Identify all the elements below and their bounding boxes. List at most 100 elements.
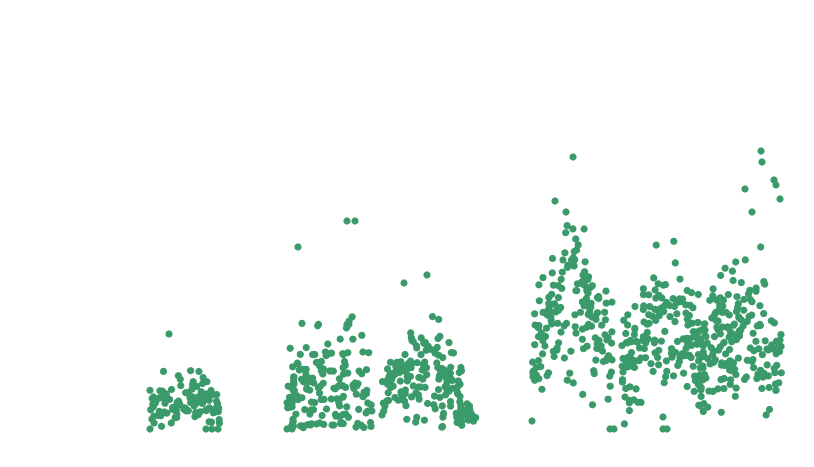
data-point [729,276,737,285]
data-point [539,274,547,282]
data-point [420,416,428,424]
data-point [439,354,447,362]
data-point [764,346,772,354]
data-point [314,322,322,330]
data-point-outlier [619,368,627,376]
data-point [772,350,780,358]
data-point [290,386,298,395]
data-point [288,420,297,428]
data-point [559,256,567,264]
data-point [730,321,738,329]
data-point [286,344,294,352]
data-point [443,386,451,394]
data-point [768,341,776,349]
data-point [734,354,743,362]
data-point [541,342,549,350]
data-point [697,386,705,394]
data-point [549,347,558,355]
data-point-outlier [165,330,173,338]
data-point [407,329,415,337]
data-point [339,350,347,358]
data-point [378,378,387,386]
data-point [670,237,678,245]
data-point [704,403,712,411]
data-point [758,384,766,393]
data-point [651,336,659,344]
data-point [358,331,366,339]
data-point [623,339,632,347]
data-point [720,374,728,383]
data-point [532,364,540,372]
data-point [438,423,446,431]
data-point-outlier [288,425,296,433]
data-point [741,256,749,264]
data-point-outlier [757,147,765,155]
data-point [752,337,760,345]
data-point [689,362,697,370]
data-point [639,285,648,293]
data-point-outlier [610,425,618,433]
data-point [580,225,588,233]
data-point [685,311,694,320]
data-point [655,361,663,369]
data-point [660,379,668,387]
data-point [602,287,610,295]
data-point [737,279,745,287]
data-point [673,337,682,345]
data-point [173,410,181,418]
data-point [389,382,397,390]
data-point [567,256,576,264]
data-point [284,382,292,390]
data-point [687,354,695,362]
data-point [343,403,351,411]
data-point-outlier [528,417,536,425]
data-point [409,338,417,346]
data-point [671,318,679,326]
data-point [695,357,703,365]
data-point [777,369,785,377]
data-point [307,421,315,429]
data-point [339,382,347,390]
data-point [335,375,343,383]
data-point-outlier [741,185,749,193]
data-point [690,387,698,395]
data-point [734,300,743,308]
data-point [748,357,756,365]
data-point [389,369,397,377]
data-point [606,382,614,390]
data-point [174,372,182,380]
data-point [606,372,614,380]
data-point [746,286,754,294]
data-point [732,258,740,266]
data-point [639,333,648,341]
data-point [147,406,155,414]
data-point [578,335,587,343]
data-point [658,294,666,302]
data-point [732,336,741,344]
data-point [453,418,461,426]
data-point [630,331,639,339]
data-point [563,376,571,384]
data-point [328,421,336,429]
data-point-outlier [748,208,756,216]
data-point [413,359,421,367]
data-point [584,284,592,292]
data-point [554,294,563,302]
data-point [593,309,602,317]
data-point [433,343,441,351]
data-point [285,397,293,406]
data-point [714,346,723,354]
data-point-outlier [423,271,431,279]
data-point [718,359,726,367]
data-point [557,275,565,283]
data-point [696,402,704,410]
data-point [708,314,716,322]
data-point [184,407,192,415]
data-point [294,360,302,368]
data-point [732,384,740,392]
data-point [763,361,771,369]
data-point [576,308,585,316]
data-point-outlier [283,425,291,433]
data-point [706,296,714,304]
